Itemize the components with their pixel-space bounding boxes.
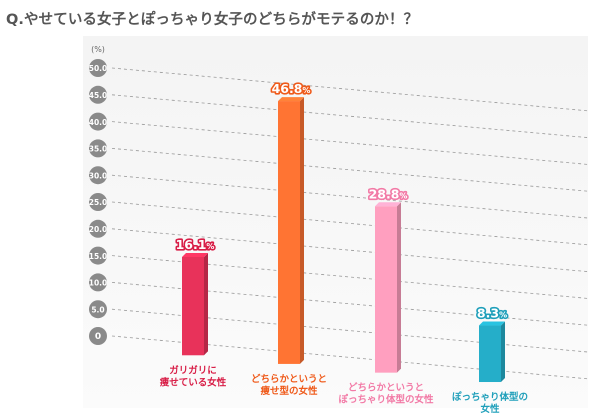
category-label: ガリガリに (169, 364, 217, 376)
category-label: ぽっちゃり体型の (452, 391, 528, 403)
gridline (111, 121, 589, 165)
y-tick-badge (89, 246, 107, 265)
bar (182, 256, 204, 356)
y-tick-badge (89, 193, 107, 211)
value-label: 46.8% (272, 81, 311, 96)
gridline (111, 148, 589, 192)
bar-side (397, 202, 401, 373)
category-label: どちらかというと (348, 382, 424, 394)
category-label: ぽっちゃり体型の女性 (338, 394, 434, 406)
y-tick-badge (89, 300, 107, 319)
value-label: 16.1% (176, 237, 215, 252)
page-title: Q.やせている女子とぽっちゃり女子のどちらがモテるのか！？ (6, 12, 419, 28)
value-label: 8.3% (477, 306, 507, 321)
y-tick-label: 40.0 (89, 118, 108, 127)
y-tick-label: 25.0 (89, 198, 108, 207)
category-label: 女性 (480, 403, 500, 413)
category-label: どちらかというと (251, 373, 327, 385)
y-tick-label: 50.0 (89, 64, 108, 73)
bar-side (501, 321, 505, 383)
gridline (111, 174, 589, 219)
category-label: 痩せ型の女性 (260, 385, 318, 397)
y-axis: (%) 0 5.0 10.0 15.0 20.0 25.0 30.0 35.0 40.0 45.0 5… (89, 45, 108, 345)
y-tick-badge (89, 327, 107, 345)
y-tick-badge (89, 139, 107, 158)
y-tick-label: 0 (95, 332, 101, 342)
y-tick-label: 15.0 (89, 252, 108, 261)
y-tick-badge (89, 273, 107, 292)
gridline (111, 201, 589, 246)
gridline (111, 67, 589, 112)
y-tick-label: 20.0 (89, 225, 108, 234)
bar-side (300, 97, 304, 364)
bar (479, 325, 501, 383)
category-label: 痩せている女性 (160, 376, 227, 388)
y-tick-label: 5.0 (91, 305, 104, 314)
bar-top (375, 202, 401, 207)
y-axis-unit-label: (%) (91, 45, 105, 54)
bar-top (278, 97, 304, 102)
y-tick-label: 35.0 (89, 145, 108, 154)
y-tick-badge (89, 219, 107, 238)
bar-side (204, 252, 208, 356)
value-label: 28.8% (369, 186, 408, 201)
bar (375, 206, 397, 373)
y-tick-label: 10.0 (89, 279, 108, 288)
y-tick-label: 45.0 (89, 91, 108, 100)
bars (182, 97, 505, 383)
labels: 16.1%ガリガリに痩せている女性46.8%どちらかというと痩せ型の女性28.8… (160, 79, 528, 413)
y-tick-badge (89, 166, 107, 185)
bar-top (479, 321, 505, 326)
y-tick-badge (89, 85, 107, 104)
bar-top (182, 252, 208, 257)
y-tick-label: 30.0 (89, 171, 108, 180)
gridline (111, 94, 589, 139)
bar (278, 101, 300, 364)
y-tick-badge (89, 59, 107, 77)
y-tick-badge (89, 112, 107, 131)
gridline (111, 228, 589, 273)
